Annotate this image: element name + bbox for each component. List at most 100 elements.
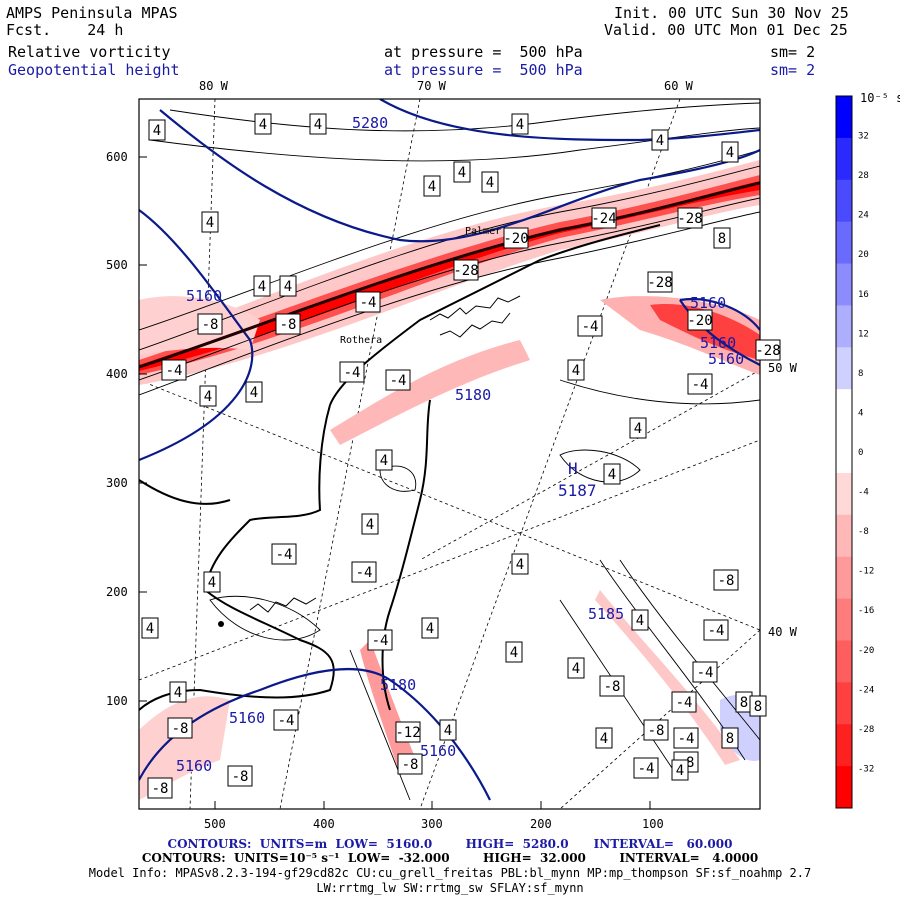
vorticity-label-box bbox=[273, 709, 299, 731]
vorticity-label-box bbox=[481, 171, 499, 193]
colorbar-swatch bbox=[836, 431, 852, 474]
vorticity-label: 4 bbox=[608, 467, 616, 483]
vorticity-label-box bbox=[567, 657, 585, 679]
vorticity-label: 4 bbox=[444, 723, 452, 739]
vorticity-label: -28 bbox=[755, 343, 780, 359]
x-tick-label: 300 bbox=[421, 817, 443, 831]
colorbar-tick-label: 32 bbox=[858, 132, 869, 142]
vort-lobe-east-core bbox=[650, 304, 760, 360]
terrain-contour bbox=[429, 295, 521, 321]
vorticity-label-box bbox=[721, 141, 739, 163]
vorticity-label-box bbox=[595, 727, 613, 749]
height-contour-5280 bbox=[379, 99, 760, 142]
terrain-contour bbox=[439, 312, 511, 338]
vorticity-label-box bbox=[361, 513, 379, 535]
field1-name: Relative vorticity bbox=[8, 43, 171, 61]
colorbar-tick-label: 4 bbox=[858, 408, 863, 418]
y-tick-label: 400 bbox=[106, 367, 128, 381]
lon-label-80w: 80 W bbox=[199, 79, 229, 93]
colorbar-tick-label: 0 bbox=[858, 448, 863, 458]
vorticity-label-box bbox=[633, 757, 659, 779]
station-dot bbox=[218, 621, 224, 627]
forecast-value: 24 h bbox=[87, 21, 124, 39]
vorticity-label-box bbox=[355, 291, 381, 313]
height-contour-5160-west bbox=[139, 209, 254, 462]
vorticity-label-box bbox=[375, 449, 393, 471]
vorticity-label-box bbox=[203, 571, 221, 593]
vorticity-label-box bbox=[199, 385, 217, 407]
vorticity-label-box bbox=[167, 717, 193, 739]
vorticity-label: 8 bbox=[726, 731, 734, 747]
vorticity-label-box bbox=[713, 227, 731, 249]
station-label-rothera: Rothera bbox=[340, 335, 382, 346]
colorbar-tick-label: 20 bbox=[858, 250, 869, 260]
vorticity-label: 4 bbox=[676, 763, 684, 779]
vorticity-label-box bbox=[703, 619, 729, 641]
height-labels: 5280 5160 5160 5160 5160 5180 5180 5185 … bbox=[176, 114, 744, 775]
field1-smoothing: sm= 2 bbox=[770, 43, 816, 61]
field2-smoothing: sm= 2 bbox=[770, 61, 816, 79]
vorticity-label-box bbox=[397, 753, 423, 775]
vorticity-label-box bbox=[395, 721, 421, 743]
vorticity-label: -20 bbox=[503, 231, 528, 247]
vorticity-label: 4 bbox=[428, 179, 436, 195]
height-label: 5280 bbox=[352, 114, 388, 132]
vorticity-label-box bbox=[421, 617, 439, 639]
vorticity-label-box bbox=[631, 609, 649, 631]
height-contour-east bbox=[679, 297, 760, 366]
vort-strip-southeast bbox=[595, 590, 740, 765]
vorticity-label: 8 bbox=[718, 231, 726, 247]
vorticity-label-box bbox=[161, 359, 187, 381]
field2-pressure: at pressure = 500 hPa bbox=[384, 61, 583, 79]
vorticity-label: -4 bbox=[390, 373, 407, 389]
colorbar-swatch bbox=[836, 221, 852, 265]
vorticity-label-box bbox=[647, 271, 673, 293]
colorbar-tick-label: 24 bbox=[858, 211, 869, 221]
vorticity-label: 4 bbox=[572, 363, 580, 379]
valid-time: Valid. 00 UTC Mon 01 Dec 25 bbox=[604, 21, 848, 39]
vorticity-label: -12 bbox=[395, 725, 420, 741]
x-axis: 500 400 300 200 100 bbox=[204, 801, 664, 831]
vorticity-label: -8 bbox=[718, 573, 735, 589]
height-contour-mid bbox=[159, 109, 760, 243]
height-label: 5160 bbox=[186, 287, 222, 305]
colorbar-tick-label: -12 bbox=[858, 567, 874, 577]
model-title: AMPS Peninsula MPAS bbox=[6, 4, 178, 22]
vorticity-label: -8 bbox=[152, 781, 169, 797]
vorticity-label: -4 bbox=[372, 633, 389, 649]
vorticity-label: -20 bbox=[687, 313, 712, 329]
vorticity-label-box bbox=[245, 381, 263, 403]
vorticity-label-box bbox=[643, 719, 669, 741]
terrain-contour bbox=[249, 597, 317, 613]
lon-label-50w: 50 W bbox=[768, 361, 798, 375]
lon-label-70w: 70 W bbox=[417, 79, 447, 93]
vorticity-label: 4 bbox=[366, 517, 374, 533]
colorbar-border bbox=[835, 95, 853, 809]
colorbar-swatch bbox=[836, 389, 852, 432]
vort-patch-southwest bbox=[139, 696, 230, 800]
vorticity-label: 4 bbox=[634, 421, 642, 437]
vorticity-label-box bbox=[505, 641, 523, 663]
vorticity-label-box bbox=[591, 207, 617, 229]
vorticity-label-box bbox=[721, 727, 739, 749]
colorbar-swatch bbox=[836, 347, 852, 390]
meridian-80w bbox=[189, 99, 216, 809]
vorticity-label: -28 bbox=[453, 263, 478, 279]
vorticity-label: -4 bbox=[708, 623, 725, 639]
vorticity-label: 4 bbox=[250, 385, 258, 401]
vorticity-label-box bbox=[439, 719, 457, 741]
colorbar-swatch bbox=[836, 598, 852, 641]
height-label: 5185 bbox=[588, 605, 624, 623]
vorticity-label: 4 bbox=[314, 117, 322, 133]
vorticity-label: 8 bbox=[754, 699, 762, 715]
footer-model-info: Model Info: MPASv8.2.3-194-gf29cd82c CU:… bbox=[88, 866, 812, 880]
y-tick-label: 300 bbox=[106, 476, 128, 490]
vorticity-label: -4 bbox=[166, 363, 183, 379]
vorticity-label-box bbox=[271, 543, 297, 565]
vort-contour bbox=[139, 149, 760, 331]
init-time: Init. 00 UTC Sun 30 Nov 25 bbox=[614, 4, 849, 22]
vorticity-label-box bbox=[599, 675, 625, 697]
height-label: 5160 bbox=[229, 709, 265, 727]
